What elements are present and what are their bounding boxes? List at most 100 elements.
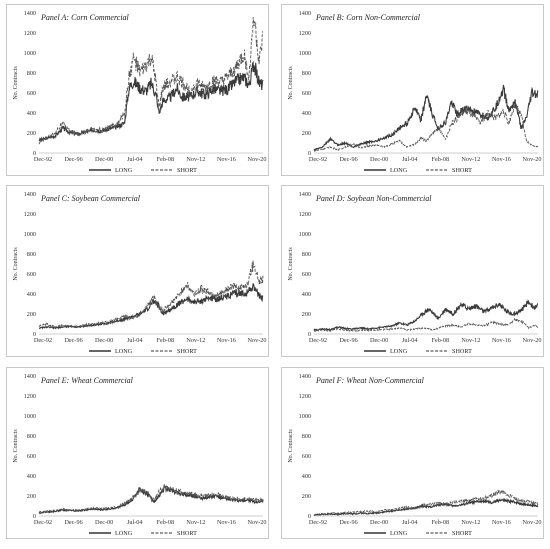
x-tick-label: Dec-92 <box>34 519 52 526</box>
y-tick-label: 1000 <box>24 231 36 238</box>
y-tick-label: 1400 <box>299 10 311 17</box>
y-tick-label: 200 <box>302 130 311 137</box>
x-tick-label: Dec-00 <box>95 337 113 344</box>
y-tick-label: 600 <box>302 271 311 278</box>
chart-title: Panel C: Soybean Commercial <box>40 194 141 203</box>
x-tick-label: Nov-16 <box>217 519 236 526</box>
x-tick-label: Nov-16 <box>492 519 511 526</box>
x-tick-label: Nov-12 <box>186 337 205 344</box>
x-tick-label: Jul-04 <box>402 337 417 344</box>
x-tick-label: Nov-20 <box>248 156 267 163</box>
y-tick-label: 600 <box>27 271 36 278</box>
legend-label-long: LONG <box>115 167 133 174</box>
y-tick-label: 800 <box>302 70 311 77</box>
x-tick-label: Nov-20 <box>523 519 542 526</box>
chart-title: Panel D: Soybean Non-Commercial <box>315 194 432 203</box>
panel-d-svg: Panel D: Soybean Non-Commercial No. Contr… <box>288 191 541 355</box>
y-tick-label: 800 <box>302 251 311 258</box>
x-tick-label: Dec-92 <box>309 156 327 163</box>
panel-a-svg: Panel A: Corn Commercial No. Contracts 0 20… <box>13 10 267 174</box>
x-tick-label: Nov-16 <box>492 156 511 163</box>
series-line-long <box>313 497 539 517</box>
chart-title: Panel A: Corn Commercial <box>40 13 130 22</box>
series-line-long <box>38 60 264 142</box>
y-tick-label: 1400 <box>24 373 36 380</box>
x-tick-label: Nov-16 <box>217 156 236 163</box>
y-tick-label: 1400 <box>299 191 311 198</box>
legend-label-long: LONG <box>390 348 408 355</box>
panel-f: Panel F: Wheat Non-Commercial No. Contrac… <box>281 367 544 539</box>
y-tick-label: 1000 <box>299 231 311 238</box>
x-tick-label: Dec-00 <box>370 519 388 526</box>
x-tick-label: Feb-08 <box>157 337 175 344</box>
y-tick-label: 0 <box>308 150 311 157</box>
y-tick-label: 1200 <box>299 30 311 37</box>
x-tick-label: Dec-00 <box>370 156 388 163</box>
y-tick-label: 200 <box>302 493 311 500</box>
legend-label-long: LONG <box>390 167 408 174</box>
y-tick-label: 400 <box>302 110 311 117</box>
x-tick-label: Dec-96 <box>64 156 82 163</box>
y-axis-label: No. Contracts <box>288 429 294 463</box>
x-tick-label: Jul-04 <box>402 156 417 163</box>
panel-f-svg: Panel F: Wheat Non-Commercial No. Contrac… <box>288 373 542 537</box>
chart-title: Panel F: Wheat Non-Commercial <box>315 376 425 385</box>
y-tick-label: 1000 <box>24 50 36 57</box>
y-tick-label: 400 <box>27 473 36 480</box>
panel-e-svg: Panel E: Wheat Commercial No. Contracts 0 2… <box>13 373 267 537</box>
x-tick-label: Dec-96 <box>64 519 82 526</box>
x-tick-label: Nov-12 <box>186 156 205 163</box>
x-tick-label: Dec-96 <box>339 337 357 344</box>
x-tick-label: Nov-12 <box>461 519 480 526</box>
y-tick-label: 400 <box>302 291 311 298</box>
chart-title: Panel B: Corn Non-Commercial <box>315 13 421 22</box>
panel-e: Panel E: Wheat Commercial No. Contracts 0 2… <box>6 367 269 539</box>
y-tick-label: 600 <box>302 90 311 97</box>
y-axis-label: No. Contracts <box>13 429 19 463</box>
y-tick-label: 1400 <box>299 373 311 380</box>
x-tick-label: Dec-92 <box>309 337 327 344</box>
panel-d: Panel D: Soybean Non-Commercial No. Contr… <box>281 185 544 357</box>
x-tick-label: Nov-20 <box>248 519 267 526</box>
series-line-long <box>38 283 264 330</box>
panel-b: Panel B: Corn Non-Commercial No. Contract… <box>281 4 544 176</box>
series-line-long <box>313 299 539 332</box>
legend-label-long: LONG <box>115 530 133 537</box>
y-tick-label: 200 <box>27 311 36 318</box>
y-tick-label: 0 <box>308 513 311 520</box>
x-tick-label: Nov-20 <box>248 337 267 344</box>
panel-c: Panel C: Soybean Commercial No. Contracts… <box>6 185 269 357</box>
legend-label-long: LONG <box>115 348 133 355</box>
x-tick-label: Dec-96 <box>339 519 357 526</box>
y-tick-label: 1000 <box>299 50 311 57</box>
y-tick-label: 1200 <box>24 30 36 37</box>
y-tick-label: 0 <box>33 331 36 338</box>
y-tick-label: 1200 <box>24 393 36 400</box>
x-tick-label: Dec-92 <box>34 156 52 163</box>
x-tick-label: Dec-00 <box>370 337 388 344</box>
series-line-short <box>313 101 539 153</box>
series-line-short <box>38 17 264 145</box>
legend-label-short: SHORT <box>452 530 472 537</box>
x-tick-label: Nov-16 <box>492 337 511 344</box>
y-tick-label: 800 <box>302 433 311 440</box>
panel-a: Panel A: Corn Commercial No. Contracts 0 20… <box>6 4 269 176</box>
chart-title: Panel E: Wheat Commercial <box>40 376 134 385</box>
x-tick-label: Feb-08 <box>432 519 450 526</box>
legend-label-short: SHORT <box>452 348 472 355</box>
panel-c-svg: Panel C: Soybean Commercial No. Contracts… <box>13 191 267 355</box>
x-tick-label: Dec-92 <box>34 337 52 344</box>
y-tick-label: 400 <box>27 291 36 298</box>
x-tick-label: Nov-16 <box>217 337 236 344</box>
y-tick-label: 1200 <box>299 393 311 400</box>
y-tick-label: 800 <box>27 70 36 77</box>
y-tick-label: 1400 <box>24 10 36 17</box>
y-tick-label: 400 <box>27 110 36 117</box>
x-tick-label: Feb-08 <box>432 337 450 344</box>
series-line-short <box>38 260 264 329</box>
series-line-long <box>38 484 264 514</box>
x-tick-label: Nov-12 <box>461 156 480 163</box>
y-tick-label: 1000 <box>299 413 311 420</box>
x-tick-label: Dec-00 <box>95 519 113 526</box>
series-line-short <box>313 317 539 332</box>
